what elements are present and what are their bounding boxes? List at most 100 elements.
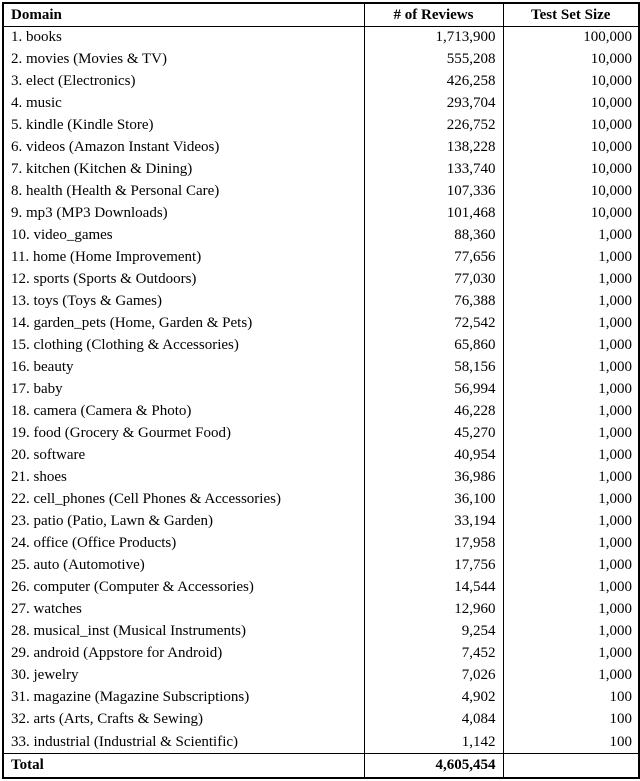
- testsize-cell: 10,000: [502, 48, 640, 71]
- reviews-cell: 58,156: [363, 356, 504, 379]
- total-label: Total: [2, 753, 365, 778]
- domain-cell: 5. kindle (Kindle Store): [2, 114, 365, 137]
- domain-cell: 9. mp3 (MP3 Downloads): [2, 202, 365, 225]
- testsize-cell: 10,000: [502, 158, 640, 181]
- testsize-cell: 1,000: [502, 598, 640, 621]
- domain-cell: 16. beauty: [2, 356, 365, 379]
- col-header-test-set-size: Test Set Size: [502, 3, 640, 27]
- table-row: 2. movies (Movies & TV) 555,208 10,000: [2, 48, 640, 71]
- domain-cell: 2. movies (Movies & TV): [2, 48, 365, 71]
- table-row: 21. shoes 36,986 1,000: [2, 466, 640, 489]
- reviews-cell: 1,713,900: [363, 26, 504, 49]
- domain-cell: 27. watches: [2, 598, 365, 621]
- reviews-cell: 72,542: [363, 312, 504, 335]
- table-row: 30. jewelry 7,026 1,000: [2, 664, 640, 687]
- domain-cell: 25. auto (Automotive): [2, 554, 365, 577]
- testsize-cell: 10,000: [502, 70, 640, 93]
- domain-cell: 8. health (Health & Personal Care): [2, 180, 365, 203]
- testsize-cell: 1,000: [502, 268, 640, 291]
- testsize-cell: 1,000: [502, 488, 640, 511]
- domain-cell: 1. books: [2, 26, 365, 49]
- table-row: 17. baby 56,994 1,000: [2, 378, 640, 401]
- reviews-cell: 65,860: [363, 334, 504, 357]
- table-row: 15. clothing (Clothing & Accessories) 65,…: [2, 334, 640, 357]
- domain-cell: 12. sports (Sports & Outdoors): [2, 268, 365, 291]
- testsize-cell: 1,000: [502, 532, 640, 555]
- table-row: 31. magazine (Magazine Subscriptions) 4,9…: [2, 686, 640, 709]
- table-row: 5. kindle (Kindle Store) 226,752 10,000: [2, 114, 640, 137]
- table-row: 28. musical_inst (Musical Instruments) 9,…: [2, 620, 640, 643]
- testsize-cell: 100: [502, 731, 640, 754]
- reviews-cell: 45,270: [363, 422, 504, 445]
- testsize-cell: 1,000: [502, 378, 640, 401]
- reviews-cell: 4,084: [363, 708, 504, 731]
- domain-cell: 22. cell_phones (Cell Phones & Accessori…: [2, 488, 365, 511]
- reviews-cell: 4,902: [363, 686, 504, 709]
- table-row: 4. music 293,704 10,000: [2, 92, 640, 115]
- domain-cell: 19. food (Grocery & Gourmet Food): [2, 422, 365, 445]
- testsize-cell: 1,000: [502, 356, 640, 379]
- table-row: 24. office (Office Products) 17,958 1,000: [2, 532, 640, 555]
- reviews-cell: 9,254: [363, 620, 504, 643]
- testsize-cell: 10,000: [502, 202, 640, 225]
- reviews-cell: 77,656: [363, 246, 504, 269]
- testsize-cell: 1,000: [502, 246, 640, 269]
- reviews-cell: 77,030: [363, 268, 504, 291]
- domain-cell: 4. music: [2, 92, 365, 115]
- reviews-cell: 56,994: [363, 378, 504, 401]
- table-row: 32. arts (Arts, Crafts & Sewing) 4,084 100: [2, 708, 640, 731]
- reviews-cell: 40,954: [363, 444, 504, 467]
- table-row: 33. industrial (Industrial & Scientific)…: [2, 731, 640, 754]
- domain-cell: 28. musical_inst (Musical Instruments): [2, 620, 365, 643]
- table-row: 20. software 40,954 1,000: [2, 444, 640, 467]
- testsize-cell: 1,000: [502, 312, 640, 335]
- reviews-cell: 36,100: [363, 488, 504, 511]
- reviews-cell: 107,336: [363, 180, 504, 203]
- table-row: 29. android (Appstore for Android) 7,452 1…: [2, 642, 640, 665]
- domain-cell: 7. kitchen (Kitchen & Dining): [2, 158, 365, 181]
- reviews-cell: 12,960: [363, 598, 504, 621]
- testsize-cell: 1,000: [502, 642, 640, 665]
- testsize-cell: 1,000: [502, 290, 640, 313]
- table-row: 9. mp3 (MP3 Downloads) 101,468 10,000: [2, 202, 640, 225]
- col-header-domain: Domain: [2, 3, 365, 27]
- testsize-cell: 1,000: [502, 466, 640, 489]
- testsize-cell: 10,000: [502, 114, 640, 137]
- testsize-cell: 1,000: [502, 422, 640, 445]
- table-row: 10. video_games 88,360 1,000: [2, 224, 640, 247]
- domain-cell: 13. toys (Toys & Games): [2, 290, 365, 313]
- table-row: 8. health (Health & Personal Care) 107,33…: [2, 180, 640, 203]
- testsize-cell: 1,000: [502, 576, 640, 599]
- table-row: 7. kitchen (Kitchen & Dining) 133,740 10,0…: [2, 158, 640, 181]
- testsize-cell: 10,000: [502, 180, 640, 203]
- table-row: 27. watches 12,960 1,000: [2, 598, 640, 621]
- reviews-cell: 138,228: [363, 136, 504, 159]
- table-row: 14. garden_pets (Home, Garden & Pets) 72,…: [2, 312, 640, 335]
- reviews-cell: 17,958: [363, 532, 504, 555]
- table-row: 19. food (Grocery & Gourmet Food) 45,270 1…: [2, 422, 640, 445]
- reviews-cell: 555,208: [363, 48, 504, 71]
- header-row: Domain # of Reviews Test Set Size: [2, 3, 640, 27]
- domain-cell: 30. jewelry: [2, 664, 365, 687]
- domain-cell: 20. software: [2, 444, 365, 467]
- table-row: 16. beauty 58,156 1,000: [2, 356, 640, 379]
- reviews-cell: 76,388: [363, 290, 504, 313]
- testsize-cell: 1,000: [502, 664, 640, 687]
- reviews-cell: 293,704: [363, 92, 504, 115]
- table-row: 12. sports (Sports & Outdoors) 77,030 1,00…: [2, 268, 640, 291]
- testsize-cell: 1,000: [502, 224, 640, 247]
- table-row: 1. books 1,713,900 100,000: [2, 26, 640, 49]
- testsize-cell: 10,000: [502, 136, 640, 159]
- table-row: 23. patio (Patio, Lawn & Garden) 33,194 1,…: [2, 510, 640, 533]
- table-row: 26. computer (Computer & Accessories) 14,…: [2, 576, 640, 599]
- table-row: 6. videos (Amazon Instant Videos) 138,228…: [2, 136, 640, 159]
- domain-cell: 26. computer (Computer & Accessories): [2, 576, 365, 599]
- testsize-cell: 1,000: [502, 620, 640, 643]
- domain-cell: 11. home (Home Improvement): [2, 246, 365, 269]
- table-row: 18. camera (Camera & Photo) 46,228 1,000: [2, 400, 640, 423]
- testsize-cell: 100: [502, 708, 640, 731]
- testsize-cell: 1,000: [502, 334, 640, 357]
- testsize-cell: 1,000: [502, 400, 640, 423]
- domain-cell: 23. patio (Patio, Lawn & Garden): [2, 510, 365, 533]
